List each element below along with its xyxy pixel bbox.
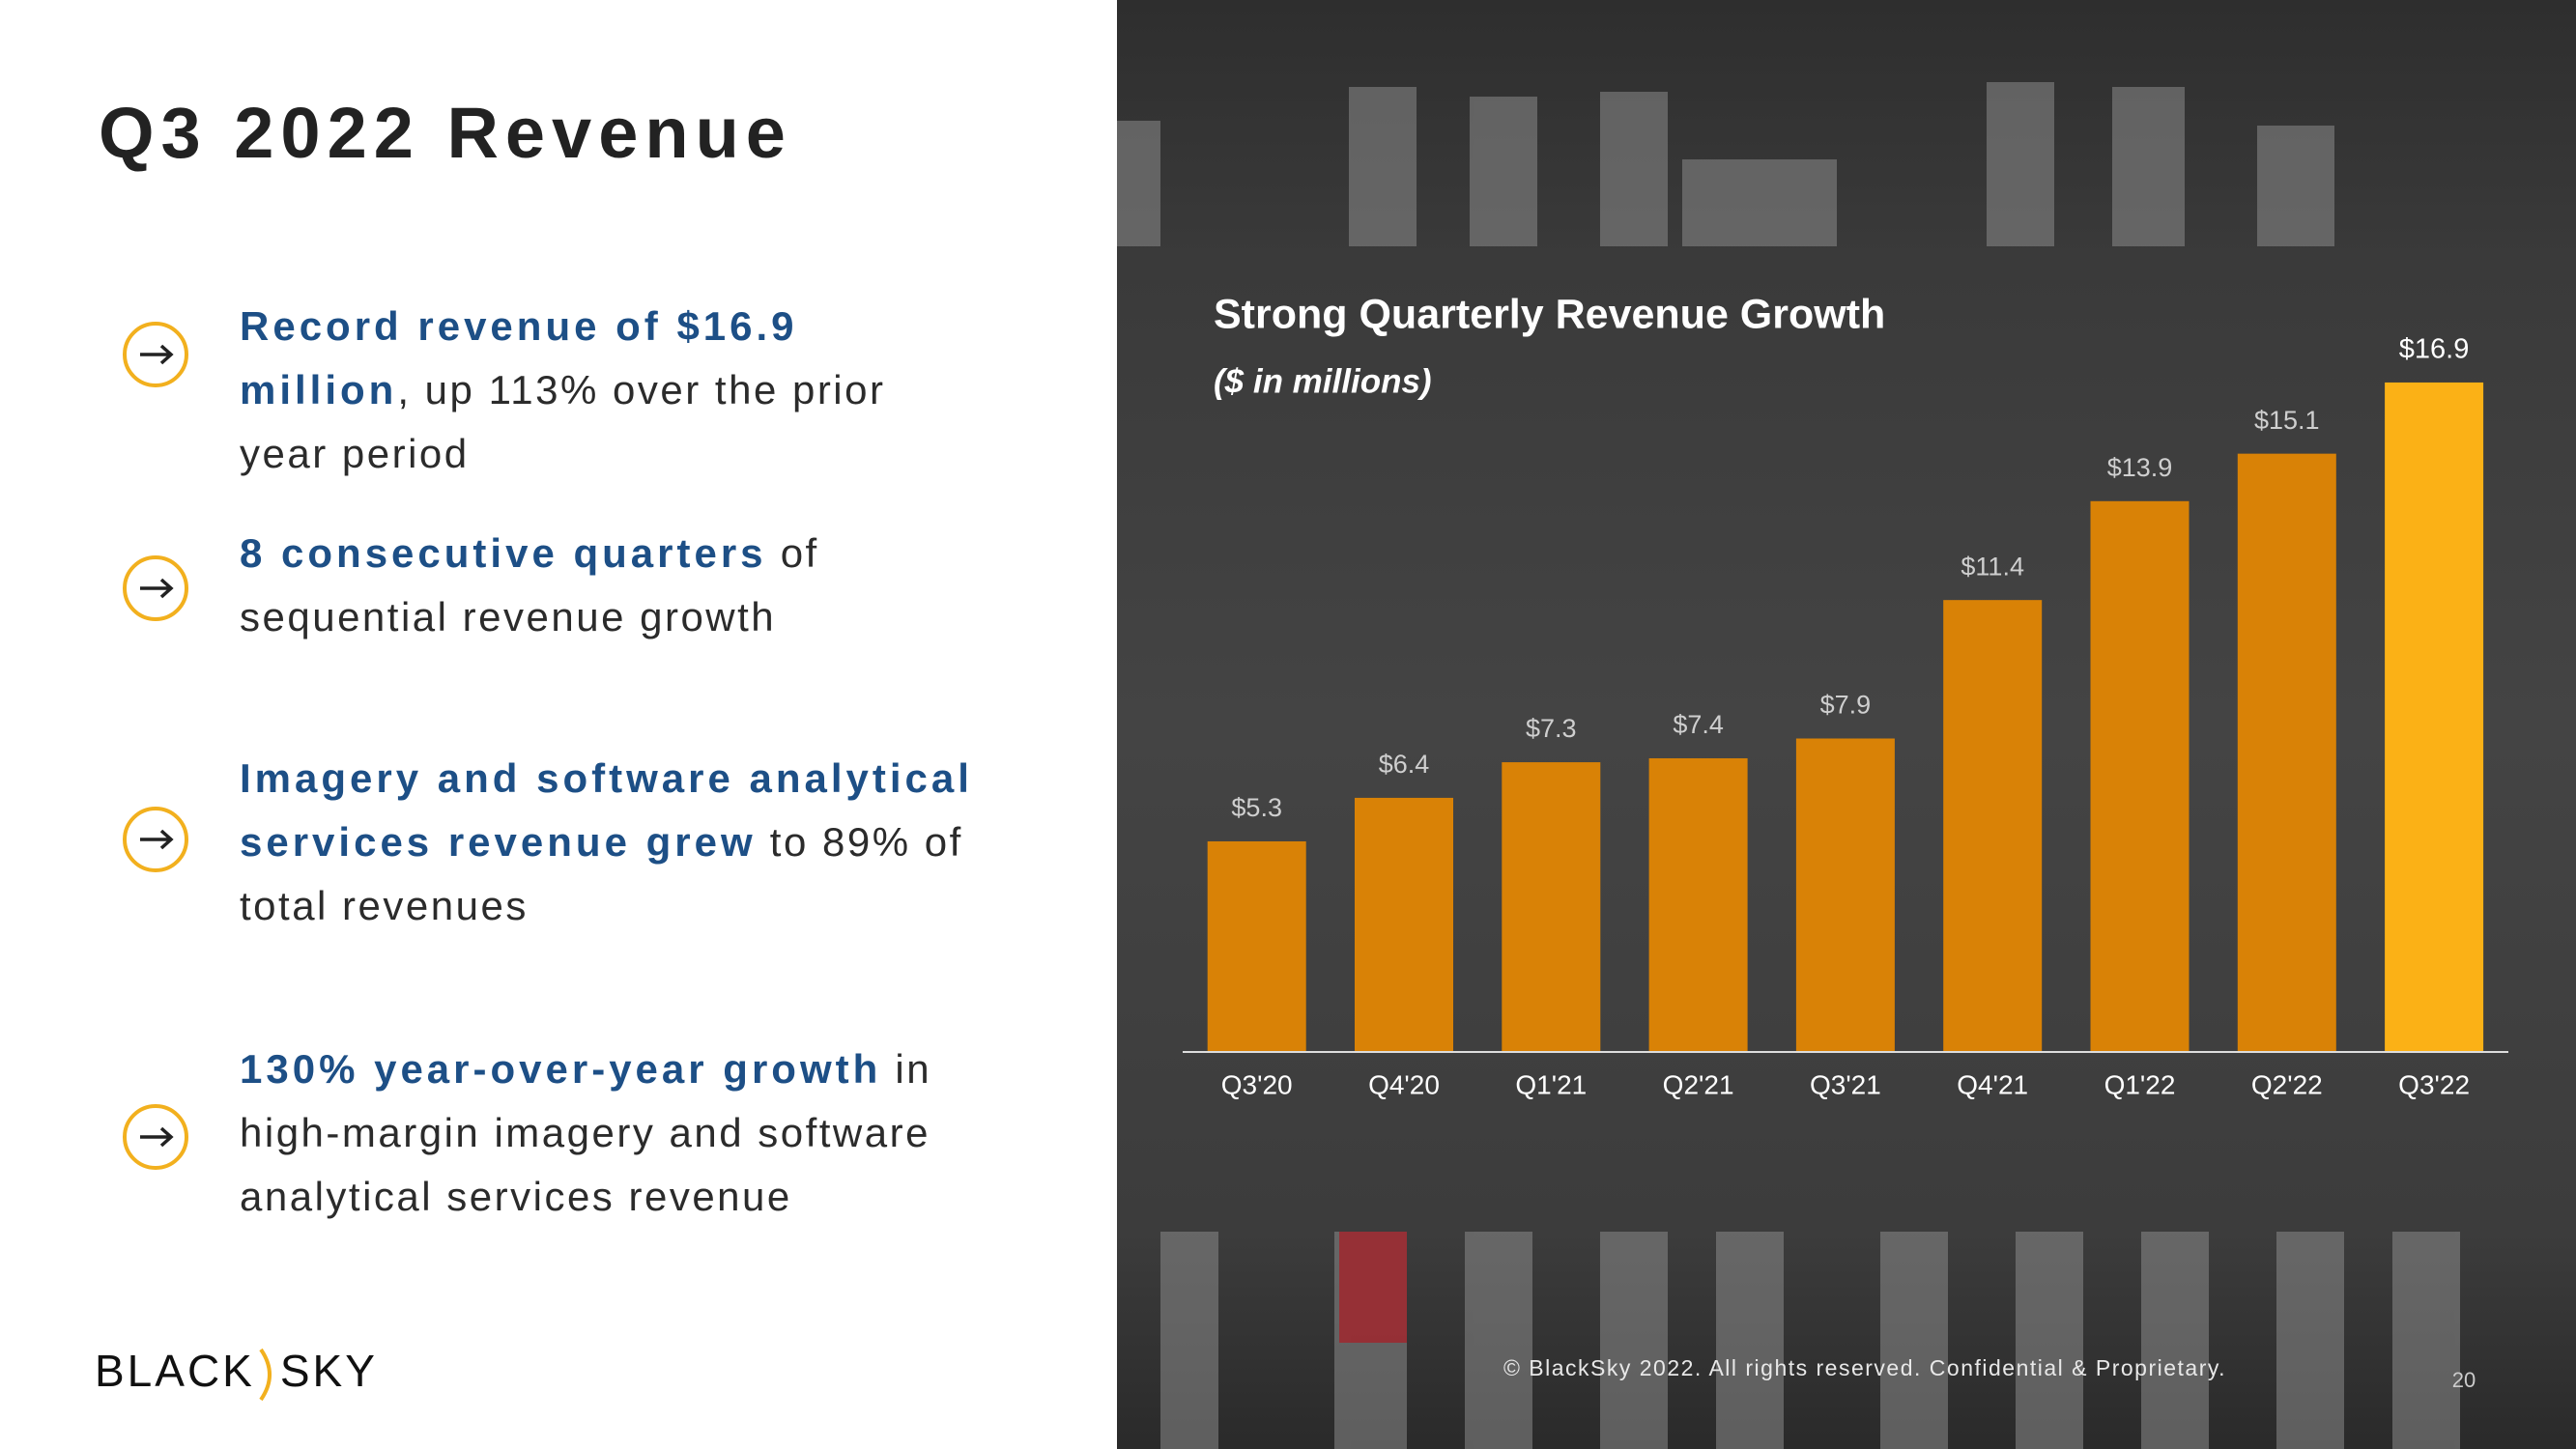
x-tick-label: Q1'22 — [2104, 1069, 2176, 1099]
bullet: Imagery and software analytical services… — [240, 747, 974, 938]
x-tick-label: Q4'21 — [1957, 1069, 2028, 1099]
chart-subtitle: ($ in millions) — [1214, 362, 1432, 400]
arrow-icon — [123, 807, 188, 872]
bullet-text: , up 113% over the prior year period — [240, 367, 886, 476]
page-number: 20 — [2452, 1368, 2476, 1392]
value-label: $6.4 — [1379, 750, 1430, 779]
bar — [2385, 382, 2484, 1051]
x-tick-label: Q2'22 — [2251, 1069, 2323, 1099]
logo-text: SKY — [279, 1346, 378, 1396]
bullet-highlight: Imagery and software analytical services… — [240, 755, 973, 865]
bullet-text: of sequential revenue growth — [240, 530, 819, 639]
bullet-highlight: 8 consecutive quarters — [240, 530, 767, 576]
x-tick-label: Q4'20 — [1368, 1069, 1440, 1099]
slide-title: Q3 2022 Revenue — [99, 93, 792, 173]
x-tick-label: Q2'21 — [1663, 1069, 1734, 1099]
bar — [1648, 757, 1748, 1051]
bar — [1502, 762, 1601, 1051]
arrow-icon — [123, 322, 188, 387]
bullet-text: to 89% of total revenues — [240, 819, 963, 928]
background-truck-red — [1339, 1232, 1407, 1343]
value-label: $15.1 — [2254, 406, 2320, 435]
bullet: Record revenue of $16.9 million, up 113%… — [240, 295, 974, 486]
bar — [1943, 600, 2043, 1051]
bar — [2090, 500, 2190, 1051]
value-label: $7.4 — [1673, 710, 1724, 739]
value-label: $7.9 — [1820, 691, 1872, 720]
bullet-highlight: Record revenue of $16.9 million — [240, 303, 798, 412]
x-tick-label: Q3'20 — [1221, 1069, 1293, 1099]
logo: BLACK SKY — [95, 1345, 378, 1404]
x-tick-label: Q3'22 — [2398, 1069, 2470, 1099]
x-tick-label: Q1'21 — [1515, 1069, 1587, 1099]
bullet-text: in high-margin imagery and software anal… — [240, 1046, 932, 1219]
value-label: $11.4 — [1961, 552, 2024, 581]
left-panel: Q3 2022 Revenue Record revenue of $16.9 … — [0, 0, 1117, 1449]
bar — [1355, 797, 1453, 1051]
chart: Strong Quarterly Revenue Growth ($ in mi… — [1117, 0, 2576, 1449]
arrow-icon — [123, 1104, 188, 1170]
bar — [2237, 453, 2336, 1051]
value-label: $16.9 — [2399, 334, 2470, 365]
chart-title: Strong Quarterly Revenue Growth — [1214, 291, 1885, 337]
bar — [1795, 738, 1895, 1051]
bullet: 130% year-over-year growth in high-margi… — [240, 1037, 974, 1229]
logo-arc — [259, 1348, 272, 1401]
bullet: 8 consecutive quarters of sequential rev… — [240, 522, 974, 649]
footer-copyright: © BlackSky 2022. All rights reserved. Co… — [1503, 1355, 2226, 1380]
logo-text: BLACK — [95, 1346, 255, 1396]
value-label: $7.3 — [1526, 714, 1577, 743]
arrow-icon — [123, 555, 188, 621]
value-label: $5.3 — [1231, 793, 1282, 822]
bullet-highlight: 130% year-over-year growth — [240, 1046, 882, 1092]
x-tick-label: Q3'21 — [1810, 1069, 1881, 1099]
bar — [1207, 840, 1306, 1051]
value-label: $13.9 — [2107, 453, 2173, 482]
